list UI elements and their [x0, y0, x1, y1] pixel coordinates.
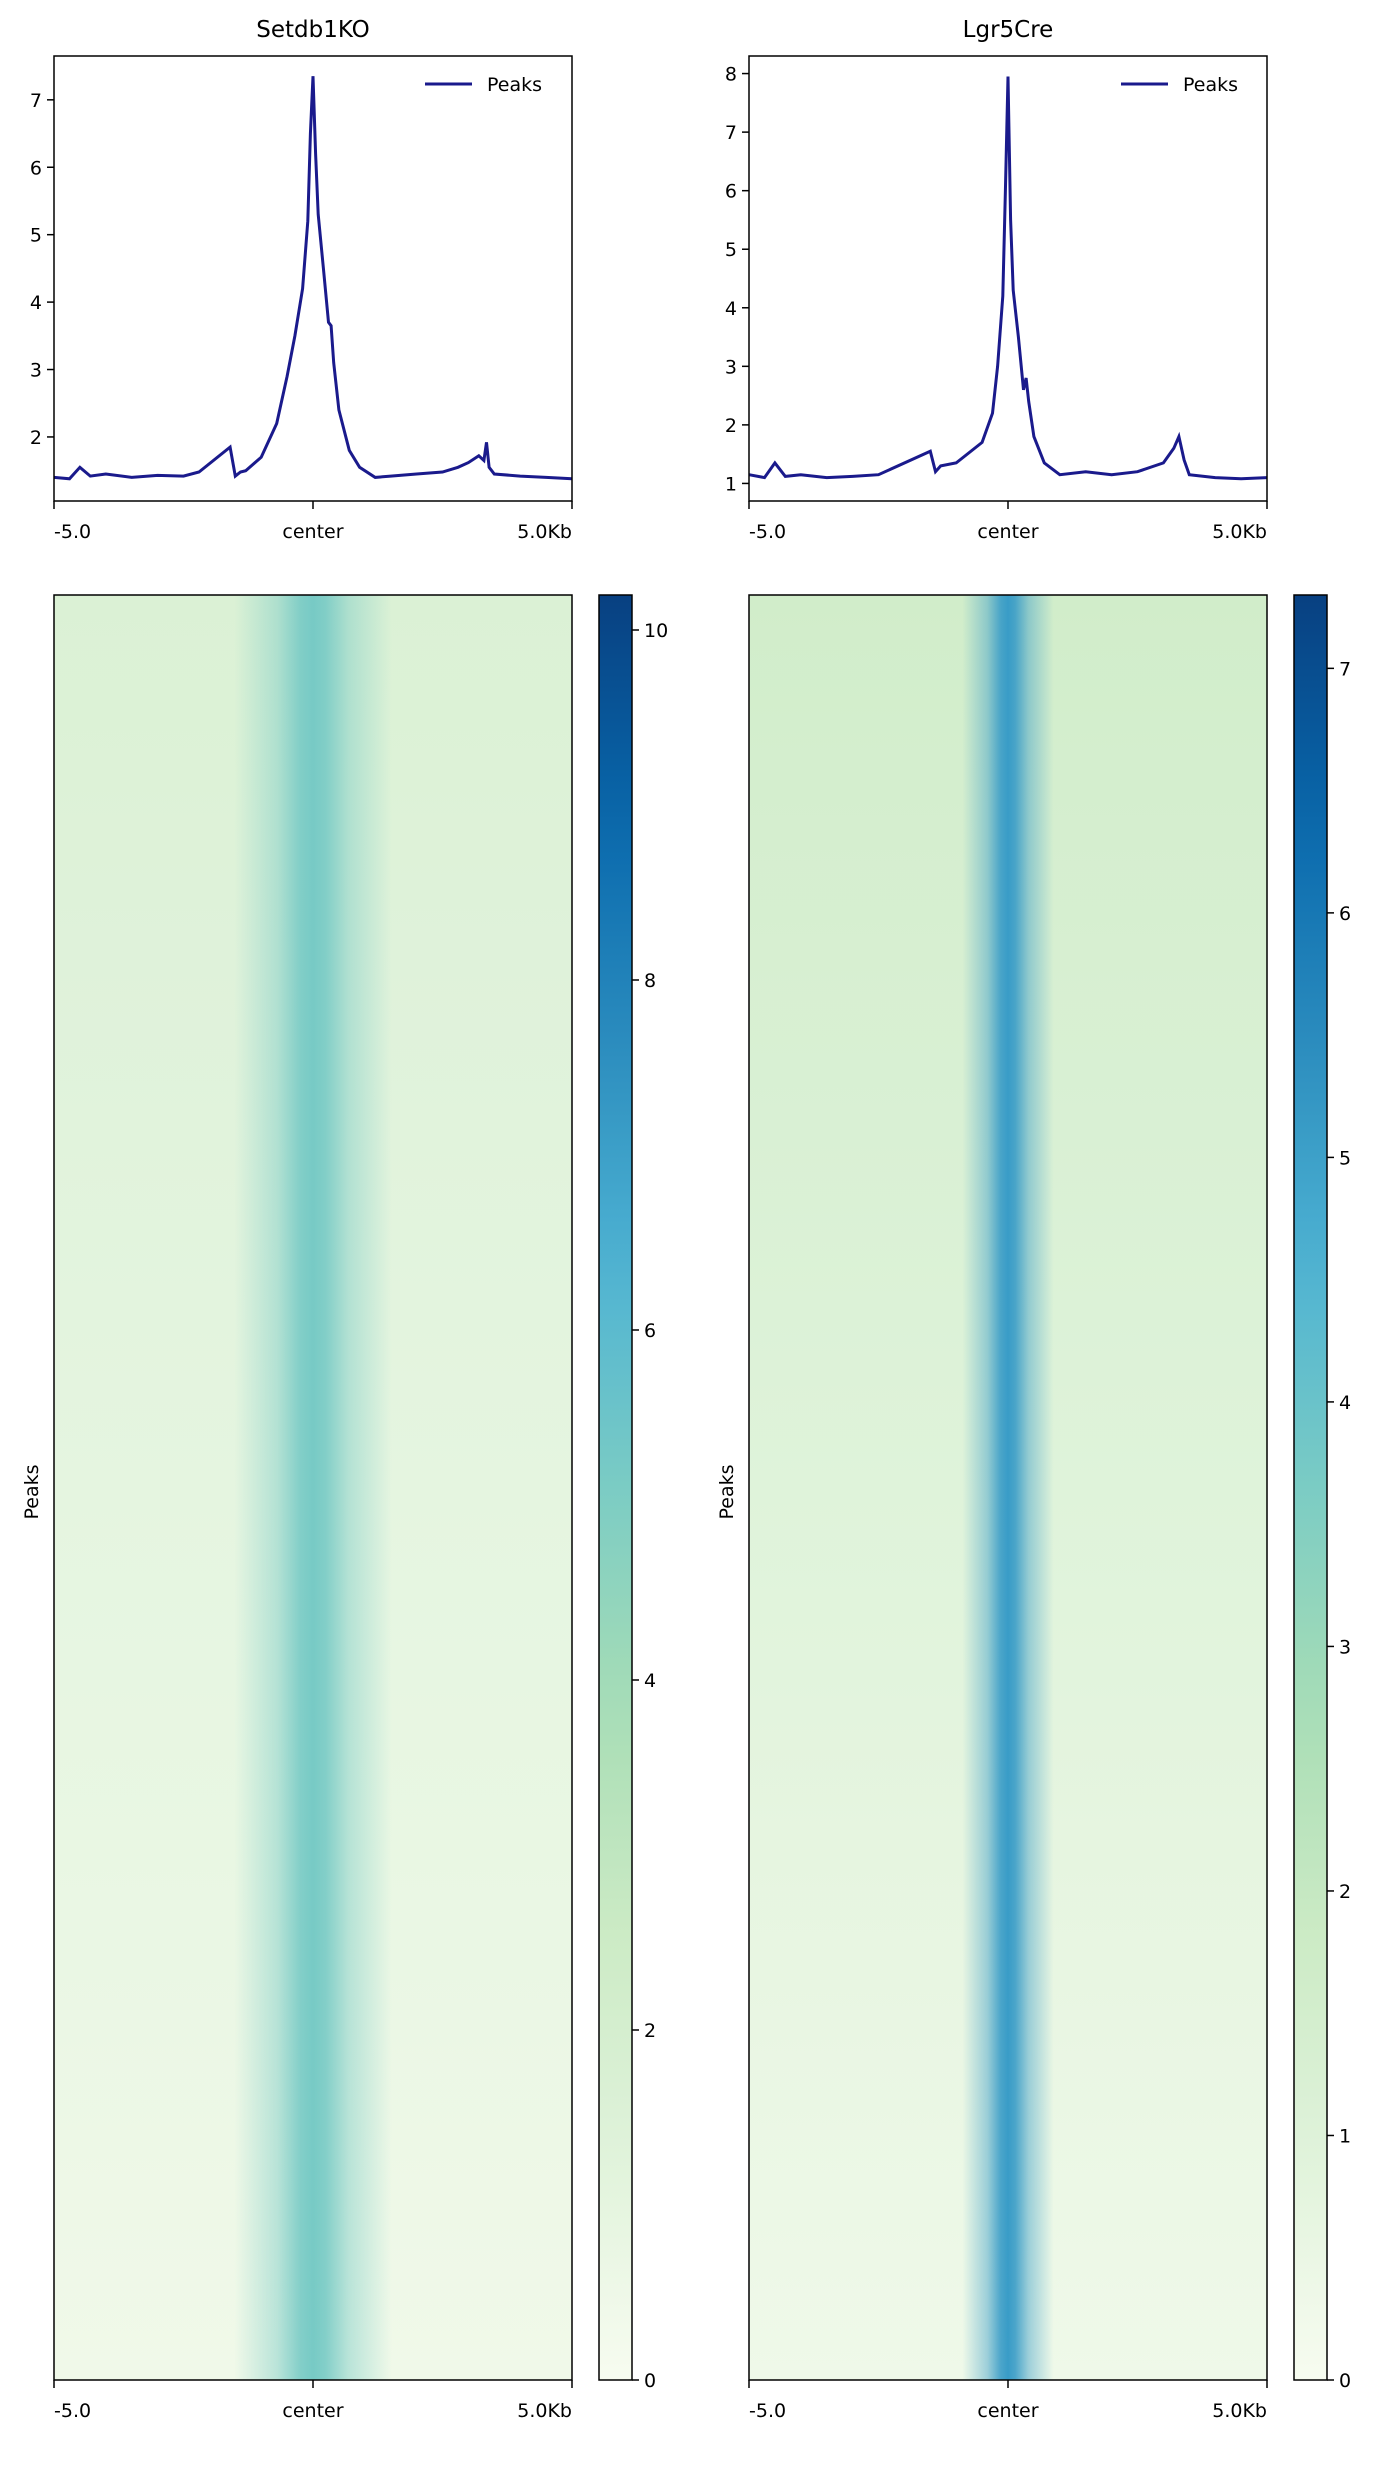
profile-panel-setdb1ko: Setdb1KO 2 3 4 5 6 7 -5.0 center 5.0Kb Peaks: [30, 17, 573, 543]
colorbar: [598, 594, 633, 2381]
legend-label: Peaks: [487, 74, 542, 96]
y-tick-label: 5: [30, 225, 42, 247]
profile-title: Setdb1KO: [256, 17, 370, 43]
colorbar-tick-label: 6: [644, 1320, 656, 1342]
profile-axes-frame: [53, 55, 573, 502]
x-tick-label: -5.0: [749, 521, 786, 543]
x-tick-label: center: [977, 2400, 1038, 2422]
heatmap-panel-setdb1ko: Peaks -5.0 center 5.0Kb 0 2 4 6 8 10: [21, 594, 668, 2422]
heatmap-ylabel: Peaks: [21, 1464, 43, 1519]
y-tick-label: 1: [725, 473, 737, 495]
y-tick-label: 3: [725, 356, 737, 378]
profile-title: Lgr5Cre: [963, 17, 1054, 43]
heatmap-center-fade: [749, 595, 1267, 2380]
heatmap-ylabel: Peaks: [716, 1464, 738, 1519]
colorbar-tick-label: 7: [1339, 658, 1351, 680]
profile-x-ticks: -5.0 center 5.0Kb: [53, 501, 573, 543]
profile-line: [53, 76, 573, 481]
x-tick-label: 5.0Kb: [1212, 521, 1267, 543]
colorbar-tick-label: 0: [644, 2370, 656, 2392]
x-tick-label: 5.0Kb: [517, 2400, 572, 2422]
colorbar-tick-label: 6: [1339, 903, 1351, 925]
colorbar-tick-label: 10: [644, 620, 668, 642]
colorbar-tick-label: 2: [644, 2020, 656, 2042]
x-tick-label: 5.0Kb: [1212, 2400, 1267, 2422]
x-tick-label: -5.0: [54, 2400, 91, 2422]
colorbar-ticks: 0 2 4 6 8 10: [632, 620, 668, 2392]
y-tick-label: 7: [725, 122, 737, 144]
y-tick-label: 3: [30, 360, 42, 382]
colorbar-ticks: 0 1 2 3 4 5 6 7: [1327, 658, 1351, 2392]
y-tick-label: 6: [725, 181, 737, 203]
heatmap-center-fade: [54, 595, 572, 2380]
profile-legend: Peaks: [425, 74, 542, 96]
heatmap-x-ticks: -5.0 center 5.0Kb: [748, 2380, 1268, 2422]
colorbar-tick-label: 4: [1339, 1392, 1351, 1414]
y-tick-label: 4: [30, 292, 42, 314]
colorbar-tick-label: 0: [1339, 2370, 1351, 2392]
profile-panel-lgr5cre: Lgr5Cre 1 2 3 4 5 6 7 8 -5.0 center 5.0Kb Peaks: [725, 17, 1268, 543]
colorbar-tick-label: 2: [1339, 1881, 1351, 1903]
x-tick-label: -5.0: [54, 521, 91, 543]
legend-label: Peaks: [1183, 74, 1238, 96]
y-tick-label: 2: [30, 427, 42, 449]
heatmap-panel-lgr5cre: Peaks -5.0 center 5.0Kb 0 1 2 3 4 5 6 7: [716, 594, 1351, 2422]
profile-y-ticks: 2 3 4 5 6 7: [30, 90, 54, 449]
colorbar: [1293, 594, 1328, 2381]
profile-y-ticks: 1 2 3 4 5 6 7 8: [725, 64, 749, 495]
x-tick-label: -5.0: [749, 2400, 786, 2422]
x-tick-label: center: [977, 521, 1038, 543]
x-tick-label: center: [282, 2400, 343, 2422]
colorbar-tick-label: 4: [644, 1670, 656, 1692]
colorbar-tick-label: 1: [1339, 2125, 1351, 2147]
colorbar-tick-label: 8: [644, 970, 656, 992]
colorbar-tick-label: 5: [1339, 1147, 1351, 1169]
x-tick-label: center: [282, 521, 343, 543]
profile-axes-frame: [748, 55, 1268, 502]
y-tick-label: 7: [30, 90, 42, 112]
y-tick-label: 2: [725, 415, 737, 437]
heatmap-x-ticks: -5.0 center 5.0Kb: [53, 2380, 573, 2422]
profile-x-ticks: -5.0 center 5.0Kb: [748, 501, 1268, 543]
colorbar-tick-label: 3: [1339, 1636, 1351, 1658]
y-tick-label: 8: [725, 64, 737, 86]
profile-line: [748, 76, 1268, 481]
profile-legend: Peaks: [1121, 74, 1238, 96]
y-tick-label: 4: [725, 298, 737, 320]
y-tick-label: 5: [725, 239, 737, 261]
x-tick-label: 5.0Kb: [517, 521, 572, 543]
y-tick-label: 6: [30, 157, 42, 179]
